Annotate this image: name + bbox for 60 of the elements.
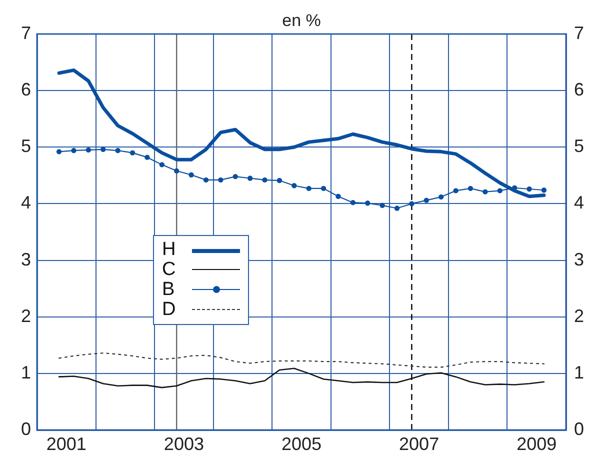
y2-tick-label: 7 [574, 22, 584, 43]
point [174, 168, 180, 174]
y2-tick-label: 3 [574, 249, 584, 270]
point [130, 150, 136, 156]
point [336, 194, 341, 199]
line-series [58, 352, 545, 368]
point [365, 200, 370, 206]
point [218, 177, 224, 183]
y2-tick-label: 6 [574, 80, 584, 100]
legend-label: D [162, 298, 177, 320]
legend-label: H [162, 238, 177, 260]
legend-label: B [162, 278, 176, 300]
point [247, 176, 253, 181]
x-tick-label: 2003 [164, 434, 204, 454]
y2-tick-label: 0 [574, 418, 584, 439]
point [100, 146, 106, 152]
y-tick-label: 2 [20, 306, 31, 326]
point [306, 186, 312, 192]
x-tick-label: 2007 [399, 434, 440, 454]
point [497, 188, 502, 194]
y-tick-label: 6 [20, 80, 31, 100]
point [394, 206, 400, 211]
point [409, 201, 414, 206]
y2-tick-label: 2 [574, 306, 584, 326]
point [144, 154, 150, 160]
point [71, 148, 76, 154]
point [56, 149, 62, 154]
point [424, 198, 430, 203]
point [526, 186, 532, 192]
x-tick-label: 2005 [281, 434, 322, 454]
point [159, 162, 165, 168]
point [320, 186, 326, 192]
y-tick-label: 3 [20, 249, 31, 270]
y-tick-label: 4 [20, 192, 31, 213]
point [292, 183, 297, 188]
point [86, 147, 92, 153]
point [203, 177, 209, 183]
x-tick-label: 2009 [516, 434, 557, 454]
legend-label: C [162, 258, 177, 280]
chart-title: en % [282, 11, 321, 30]
point [232, 174, 238, 180]
point [468, 186, 474, 192]
y2-tick-label: 4 [574, 192, 584, 213]
y2-tick-label: 1 [574, 362, 584, 382]
y2-tick-label: 5 [574, 136, 584, 156]
point [438, 194, 444, 200]
x-tick-label: 2001 [46, 434, 86, 454]
point [276, 178, 282, 184]
point [262, 177, 268, 183]
point [115, 148, 120, 154]
point [482, 189, 488, 194]
point [188, 172, 194, 178]
point [380, 202, 385, 208]
y-tick-label: 0 [20, 418, 31, 439]
y-tick-label: 7 [20, 22, 31, 43]
y-tick-label: 5 [20, 136, 31, 156]
point [453, 188, 458, 194]
y-tick-label: 1 [20, 362, 31, 382]
point [350, 200, 356, 206]
point [541, 188, 547, 193]
